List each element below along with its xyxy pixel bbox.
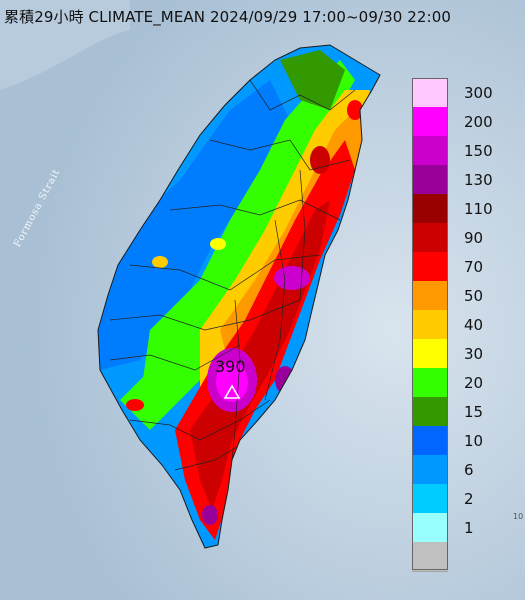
edge-label: 10 [513, 512, 524, 521]
peak-marker-icon [223, 384, 241, 399]
legend-label: 10 [464, 432, 484, 450]
legend-label: 200 [464, 113, 493, 131]
legend-label: 20 [464, 374, 484, 392]
rain-zone-130b [202, 505, 218, 525]
peak-value-label: 390 [215, 357, 246, 376]
legend-swatch [412, 484, 448, 514]
rain-zone-30 [210, 238, 226, 250]
legend-label: 40 [464, 316, 484, 334]
legend-swatch [412, 78, 448, 108]
island-outline [97, 44, 381, 549]
legend-swatch [412, 426, 448, 456]
legend-label: 110 [464, 200, 493, 218]
rain-zone-70b [347, 100, 363, 120]
county-borders [109, 79, 356, 501]
legend-swatch [412, 339, 448, 369]
rain-zone-10 [98, 80, 290, 370]
legend-label: 90 [464, 229, 484, 247]
legend-label: 150 [464, 142, 493, 160]
legend-swatch [412, 368, 448, 398]
legend-swatch [412, 165, 448, 195]
legend-label: 50 [464, 287, 484, 305]
legend-label: 15 [464, 403, 484, 421]
legend-label: 30 [464, 345, 484, 363]
legend-swatch [412, 397, 448, 427]
rain-zone-200 [216, 362, 248, 402]
legend-label: 300 [464, 84, 493, 102]
legend-swatch [412, 455, 448, 485]
legend-swatch [412, 252, 448, 282]
rain-zone-40b [152, 256, 168, 268]
legend-label: 6 [464, 461, 474, 479]
rain-zone-90b [310, 146, 330, 174]
map-title: 累積29小時 CLIMATE_MEAN 2024/09/29 17:00~09/… [4, 8, 451, 26]
rain-zone-15 [280, 50, 345, 110]
legend-swatch [412, 310, 448, 340]
legend-swatch [412, 223, 448, 253]
sea-texture [0, 0, 130, 90]
legend-label: 130 [464, 171, 493, 189]
legend-swatch [412, 194, 448, 224]
rain-zone-70c [126, 399, 144, 411]
legend-swatch [412, 281, 448, 311]
legend-swatch [412, 513, 448, 543]
legend-swatch [412, 136, 448, 166]
legend-swatch [412, 542, 448, 572]
rain-zone-20 [140, 60, 355, 400]
legend-label: 70 [464, 258, 484, 276]
legend-label: 2 [464, 490, 474, 508]
rain-zone-150b [274, 266, 310, 290]
legend-swatch [412, 107, 448, 137]
legend-label: 1 [464, 519, 474, 537]
